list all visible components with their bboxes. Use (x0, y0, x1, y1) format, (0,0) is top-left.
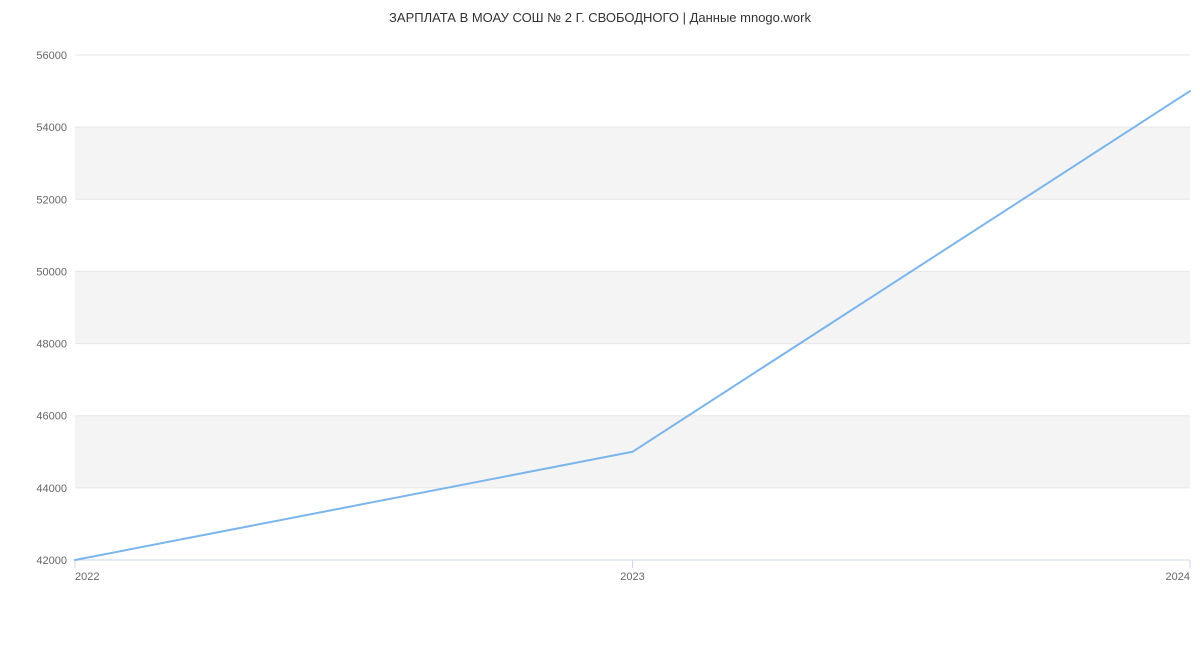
y-tick-label: 54000 (36, 122, 67, 134)
x-tick-label: 2024 (1166, 571, 1190, 583)
y-tick-label: 46000 (36, 411, 67, 423)
y-tick-label: 44000 (36, 483, 67, 495)
chart-container: 42000 44000 46000 48000 50000 52000 54000 56000… (0, 0, 1200, 650)
plot-band (75, 271, 1190, 343)
x-tick-label: 2022 (75, 571, 99, 583)
chart-title: ЗАРПЛАТА В МОАУ СОШ № 2 Г. СВОБОДНОГО | … (389, 10, 811, 25)
x-tick-label: 2023 (620, 571, 644, 583)
salary-line-chart: 42000 44000 46000 48000 50000 52000 54000 56000… (0, 0, 1200, 650)
y-tick-label: 48000 (36, 339, 67, 351)
y-tick-label: 50000 (36, 266, 67, 278)
y-tick-label: 56000 (36, 50, 67, 62)
y-tick-label: 42000 (36, 555, 67, 567)
y-tick-label: 52000 (36, 194, 67, 206)
plot-band (75, 127, 1190, 199)
